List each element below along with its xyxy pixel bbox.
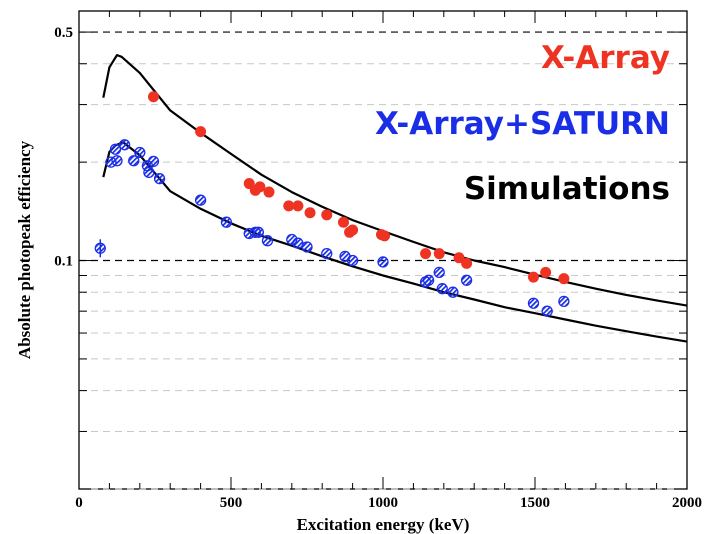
x-array-saturn-point <box>261 235 274 247</box>
x-array-point <box>254 181 266 193</box>
x-array-saturn-point <box>541 305 553 317</box>
x-array-point <box>195 126 207 138</box>
y-tick-label: 0.5 <box>54 25 73 41</box>
x-array-saturn-point <box>111 155 123 167</box>
x-array-point <box>420 248 432 260</box>
grid <box>79 31 687 490</box>
x-array-saturn-point <box>377 256 389 268</box>
x-array-point <box>527 271 539 283</box>
x-array-saturn-point <box>134 146 146 159</box>
x-array-saturn-point <box>321 247 333 260</box>
x-array-saturn-point <box>118 139 131 151</box>
y-axis-title: Absolute photopeak efficiency <box>15 140 34 359</box>
x-array-saturn-point <box>128 155 140 167</box>
x-array-saturn-point <box>194 194 207 206</box>
x-array-saturn-point <box>436 283 448 295</box>
x-axis-title: Excitation energy (keV) <box>297 515 470 534</box>
x-array-saturn-point <box>460 274 473 286</box>
axis-ticks: 0 500 1000 1500 2000 0.5 0.1 <box>54 11 702 511</box>
x-array-saturn-point <box>153 173 166 185</box>
x-array-point <box>347 224 359 236</box>
x-array-point <box>283 200 295 212</box>
simulation-curve <box>102 141 687 343</box>
legend-label: X-Array <box>541 40 670 76</box>
x-tick-label: 1500 <box>520 495 550 511</box>
x-array-saturn-point <box>220 216 233 228</box>
x-array-saturn-point <box>252 226 265 238</box>
x-array-point <box>540 266 552 278</box>
x-array-saturn-point <box>558 295 570 308</box>
x-array-saturn-point <box>422 274 435 286</box>
data-points <box>94 91 570 317</box>
x-array-saturn-point <box>301 241 313 253</box>
x-tick-label: 2000 <box>672 495 702 511</box>
simulation-curve <box>102 54 687 307</box>
x-array-point <box>433 248 445 260</box>
legend: X-Array X-Array+SATURN Simulations <box>375 40 670 207</box>
x-array-point <box>558 273 570 285</box>
x-tick-label: 1000 <box>368 495 398 511</box>
x-array-point <box>292 200 304 212</box>
legend-label: Simulations <box>464 171 670 207</box>
x-array-saturn-point <box>147 155 160 168</box>
x-array-point <box>147 91 159 103</box>
x-array-point <box>379 230 391 242</box>
x-array-saturn-point <box>447 286 459 298</box>
x-array-point <box>304 207 316 219</box>
x-array-saturn-point <box>346 254 359 267</box>
x-array-point <box>453 252 465 264</box>
y-tick-label: 0.1 <box>54 254 73 270</box>
x-array-point <box>263 186 275 198</box>
x-array-point <box>461 257 473 269</box>
simulation-curves <box>102 54 687 343</box>
x-array-saturn-point <box>109 143 122 155</box>
legend-label: X-Array+SATURN <box>375 106 670 142</box>
plot-frame <box>78 10 688 490</box>
x-array-saturn-point <box>143 166 155 179</box>
x-array-point <box>337 216 349 228</box>
x-tick-label: 0 <box>75 495 83 511</box>
x-array-saturn-point <box>527 297 540 309</box>
x-array-saturn-point <box>433 266 445 279</box>
x-tick-label: 500 <box>220 495 243 511</box>
x-array-point <box>321 209 333 221</box>
